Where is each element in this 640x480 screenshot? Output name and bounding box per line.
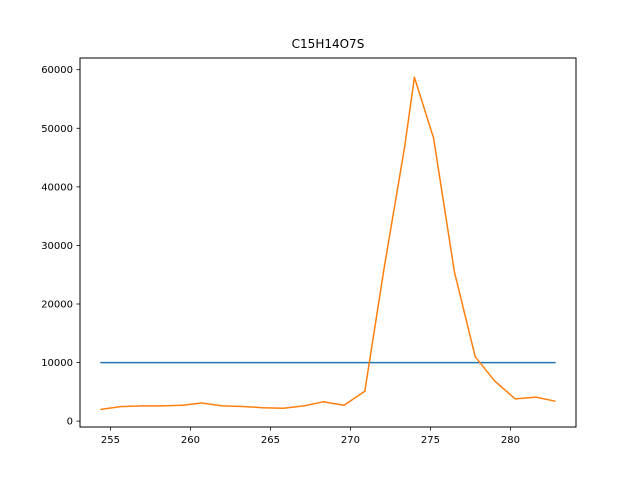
series-1-point xyxy=(121,405,123,408)
series-1-point xyxy=(413,76,415,78)
series-1-point xyxy=(282,407,284,409)
series-1-point xyxy=(474,356,476,358)
x-tick-label: 265 xyxy=(261,435,280,446)
chart-title: C15H14O7S xyxy=(292,37,365,51)
x-tick-label: 255 xyxy=(101,435,120,446)
series-1-point xyxy=(364,390,366,392)
series-1-point xyxy=(433,137,435,139)
series-1-point xyxy=(201,402,203,404)
series-0-point xyxy=(554,362,556,364)
series-1-point xyxy=(514,398,516,400)
y-tick-label: 20000 xyxy=(41,300,73,311)
x-tick-label: 275 xyxy=(421,435,440,446)
series-1-point xyxy=(383,268,385,270)
series-1-point xyxy=(535,396,537,398)
series-1-point xyxy=(404,145,406,147)
series-1-point xyxy=(261,407,263,409)
y-tick-label: 0 xyxy=(67,417,73,428)
series-1-point xyxy=(161,405,163,407)
series-1-point xyxy=(343,404,345,406)
series-1-point xyxy=(242,405,244,408)
series-1-point xyxy=(141,405,143,407)
series-1-line xyxy=(100,76,556,411)
series-layer xyxy=(100,76,556,411)
series-1-point xyxy=(322,401,324,403)
x-tick-label: 270 xyxy=(341,435,360,446)
series-1-point xyxy=(493,380,495,382)
series-1-point xyxy=(554,400,556,402)
y-tick-label: 60000 xyxy=(41,65,73,76)
plot-frame xyxy=(79,57,577,428)
y-tick-label: 30000 xyxy=(41,241,73,252)
series-1-point xyxy=(453,271,455,273)
x-tick-label: 260 xyxy=(181,435,200,446)
y-tick-label: 50000 xyxy=(41,124,73,135)
y-tick-label: 10000 xyxy=(41,358,73,369)
axes-layer: 255 260 265 270 275 280 0 10000 20000 30000 40000 5… xyxy=(41,65,520,446)
y-tick-label: 40000 xyxy=(41,182,73,193)
series-1-point xyxy=(181,404,183,406)
series-1-point xyxy=(221,405,223,407)
series-1-point xyxy=(303,405,305,407)
series-0-point xyxy=(100,362,102,364)
x-tick-label: 280 xyxy=(501,435,520,446)
series-1-point xyxy=(100,408,102,410)
